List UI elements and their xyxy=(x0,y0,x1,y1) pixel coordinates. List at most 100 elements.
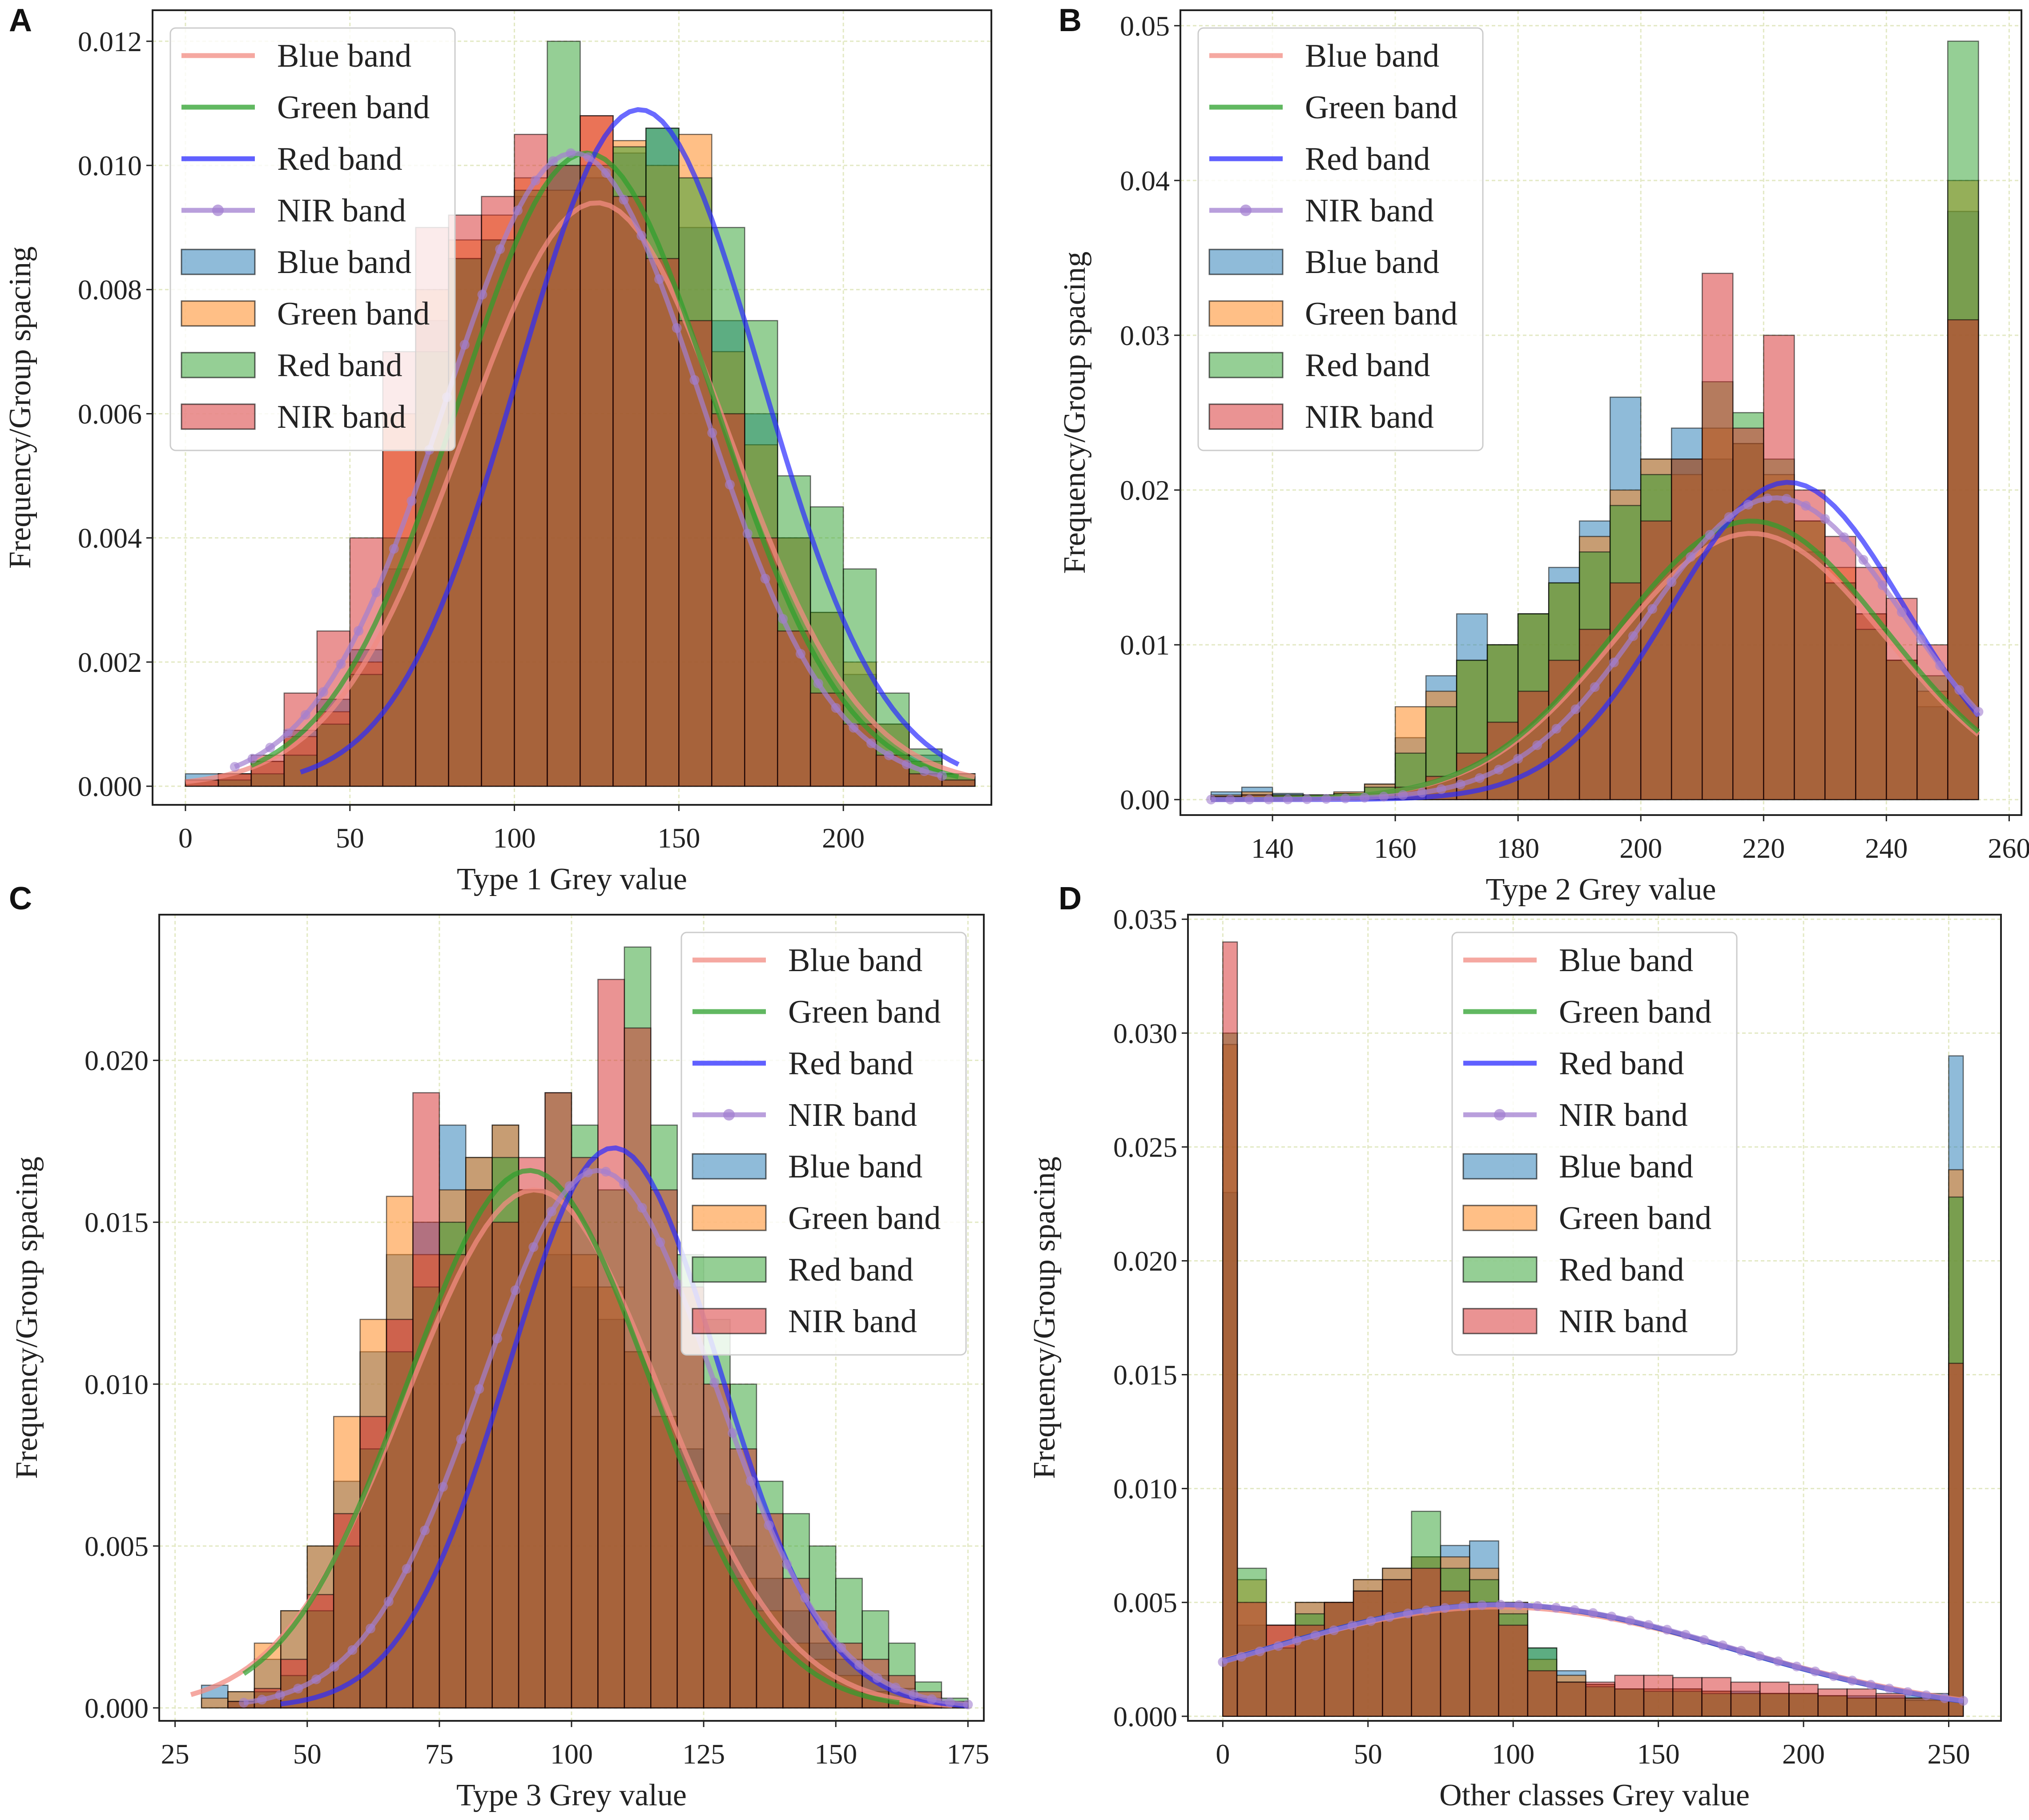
curve-marker xyxy=(945,1697,955,1708)
x-tick-label: 100 xyxy=(493,822,536,854)
legend-box xyxy=(680,932,967,1356)
hist-bar xyxy=(1671,458,1703,800)
curve-marker xyxy=(371,587,381,598)
curve-marker xyxy=(619,194,629,205)
curve-marker xyxy=(1828,1671,1839,1681)
y-tick-label: 0.05 xyxy=(1120,10,1170,42)
curve-marker xyxy=(654,274,664,284)
hist-bar xyxy=(333,1513,361,1709)
legend-label: Green band xyxy=(1305,89,1457,126)
curve-marker xyxy=(1366,1616,1376,1626)
curve-marker xyxy=(619,1179,629,1189)
curve-marker xyxy=(510,1285,520,1295)
y-tick-label: 0.025 xyxy=(1113,1131,1177,1163)
curve-marker xyxy=(1292,1635,1302,1646)
x-tick-label: 140 xyxy=(1251,832,1294,864)
curve-marker xyxy=(366,1623,376,1634)
hist-bar xyxy=(1763,334,1795,800)
curve-marker xyxy=(884,750,894,760)
hist-bar xyxy=(306,1594,334,1709)
curve-marker xyxy=(389,544,399,554)
hist-bar xyxy=(612,196,647,787)
x-tick-label: 240 xyxy=(1865,832,1908,864)
legend-entry: Red band xyxy=(1463,1045,1684,1082)
panel-letter: D xyxy=(1059,881,1082,916)
fit-curve-red-band xyxy=(300,107,960,775)
legend-label: Red band xyxy=(277,141,403,177)
legend-patch-swatch xyxy=(692,1308,767,1334)
curve-marker xyxy=(1360,793,1370,803)
curve-marker xyxy=(1340,793,1350,804)
curve-marker xyxy=(1958,1695,1969,1706)
x-tick-label: 125 xyxy=(682,1738,725,1770)
curve-marker xyxy=(438,1482,448,1492)
curve-marker xyxy=(728,1428,738,1438)
hist-bar xyxy=(201,1697,229,1709)
legend-entry: Red band xyxy=(181,347,403,384)
hist-bar xyxy=(1498,1624,1529,1717)
legend-entry: Blue band xyxy=(1462,1149,1693,1185)
legend-entry: Blue band xyxy=(692,1149,922,1185)
curve-marker xyxy=(1858,555,1868,565)
legend-box xyxy=(1197,27,1484,451)
y-tick-label: 0.015 xyxy=(1113,1359,1177,1391)
curve-marker xyxy=(1225,795,1236,805)
curve-marker xyxy=(707,428,717,438)
x-tick-label: 200 xyxy=(1619,832,1662,864)
legend-entry: NIR band xyxy=(181,399,406,435)
curve-marker xyxy=(1773,1656,1783,1667)
curve-marker xyxy=(1398,790,1408,800)
curve-marker xyxy=(1973,707,1984,717)
curve-marker xyxy=(813,679,823,689)
curve-marker xyxy=(745,1476,756,1486)
legend-label: Red band xyxy=(1305,347,1430,384)
curve-marker xyxy=(566,148,576,158)
legend-marker xyxy=(1494,1109,1506,1121)
chart-panel-d: 0 50 100 150 200 250 0.000 0.005 0.010 0.015 0.020… xyxy=(1027,881,2002,1812)
legend-entry: Red band xyxy=(692,1252,914,1288)
curve-marker xyxy=(1244,795,1255,805)
x-tick-label: 200 xyxy=(1782,1738,1825,1770)
legend-patch-swatch xyxy=(692,1256,767,1283)
fit-curve-green-band xyxy=(242,1168,900,1705)
curve-marker xyxy=(1570,1605,1580,1615)
axes-frame xyxy=(1180,9,2022,816)
curve-marker xyxy=(1643,1620,1654,1630)
hist-bar xyxy=(744,537,778,787)
y-axis-label: Frequency/Group spacing xyxy=(10,1157,44,1479)
curve-marker xyxy=(1940,1693,1950,1703)
curve-marker xyxy=(548,156,558,166)
curve-marker xyxy=(1686,552,1696,562)
y-tick-label: 0.008 xyxy=(78,274,142,305)
hist-bar xyxy=(645,258,680,787)
curve-marker xyxy=(909,1689,919,1699)
curve-marker xyxy=(836,1643,846,1653)
x-tick-label: 150 xyxy=(814,1738,857,1770)
x-tick-label: 75 xyxy=(425,1738,454,1770)
curve-marker xyxy=(1667,577,1677,587)
curve-marker xyxy=(782,1559,792,1570)
legend-entry: NIR band xyxy=(1462,1303,1688,1340)
curve-marker xyxy=(1532,740,1542,750)
curve-marker xyxy=(1384,1612,1394,1622)
y-tick-label: 0.010 xyxy=(1113,1473,1177,1505)
hist-bar xyxy=(1222,941,1238,1717)
legend-patch-swatch xyxy=(181,300,256,327)
legend-entry: NIR band xyxy=(1209,193,1434,229)
curve-marker xyxy=(1590,682,1600,692)
legend-patch-swatch xyxy=(1208,352,1284,378)
curve-marker xyxy=(866,738,877,748)
curve-marker xyxy=(849,723,859,733)
hist-bar xyxy=(491,1221,519,1709)
hist-bar xyxy=(676,1286,705,1709)
y-tick-label: 0.005 xyxy=(85,1531,149,1562)
legend-entry: Green band xyxy=(692,994,941,1030)
curve-marker xyxy=(512,205,523,216)
hist-bar xyxy=(941,779,976,787)
curve-marker xyxy=(800,1593,810,1603)
curve-marker xyxy=(402,1564,412,1574)
axes-frame xyxy=(1187,914,2002,1722)
curve-marker xyxy=(1839,532,1849,542)
legend-patch-swatch xyxy=(1462,1256,1538,1283)
